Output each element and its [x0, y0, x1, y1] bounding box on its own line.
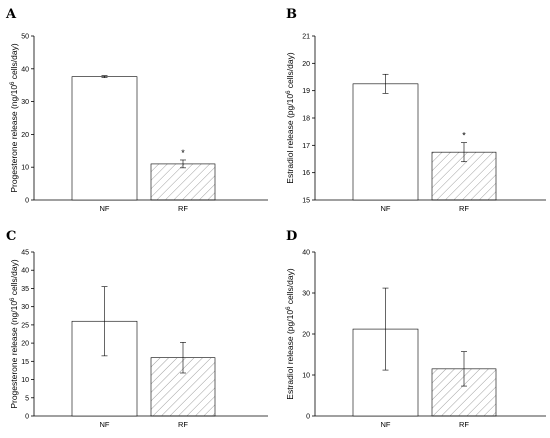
- y-tick-label: 20: [21, 341, 29, 348]
- y-tick-label: 30: [21, 99, 29, 106]
- y-axis-label-unit: cells/day): [9, 259, 19, 297]
- y-tick-label: 10: [21, 377, 29, 384]
- y-tick-label: 30: [21, 304, 29, 311]
- y-tick-label: 25: [21, 322, 29, 329]
- y-axis-label-superscript: 6: [10, 297, 16, 301]
- y-axis-label-unit: cells/day): [9, 43, 19, 81]
- panel-letter: B: [286, 7, 297, 22]
- y-axis-label: Estradiol release (pg/106 cells/day): [285, 268, 295, 400]
- bar-rf: [150, 163, 216, 201]
- x-category-label: NF: [381, 420, 391, 429]
- y-tick-label: 35: [21, 286, 29, 293]
- y-axis-label-unit: cells/day): [285, 52, 295, 90]
- y-axis-label-superscript: 6: [10, 81, 16, 85]
- panel-letter: C: [6, 229, 16, 244]
- y-axis-label-superscript: 6: [286, 90, 292, 94]
- y-axis-label-unit: cells/day): [285, 268, 295, 306]
- y-axis-label: Progesterone release (ng/106 cells/day): [9, 43, 19, 193]
- panel-letter: D: [286, 229, 297, 244]
- x-category-label: RF: [459, 420, 469, 429]
- y-axis-label-text: Progesterone release (ng/10: [9, 85, 19, 193]
- y-tick-label: 15: [21, 359, 29, 366]
- significance-marker: *: [462, 131, 466, 141]
- y-tick-label: 21: [302, 34, 310, 41]
- y-tick-label: 0: [25, 414, 29, 421]
- y-tick-label: 30: [302, 291, 310, 298]
- bar-nf: [71, 76, 138, 201]
- y-tick-label: 20: [302, 61, 310, 68]
- x-category-label: NF: [100, 204, 110, 213]
- y-tick-label: 40: [21, 268, 29, 275]
- panel-b: B 15 16 17 18 19 20 21 Estradiol release (pg/106…: [285, 7, 546, 213]
- y-tick-label: 15: [302, 198, 310, 205]
- y-axis-label: Progesterone release (ng/106 cells/day): [9, 259, 19, 409]
- y-tick-label: 50: [21, 34, 29, 41]
- x-category-label: NF: [381, 204, 391, 213]
- y-tick-label: 40: [21, 66, 29, 73]
- panel-d: D 0 10 20 30 40 Estradiol release (pg/106 cell…: [285, 229, 546, 429]
- y-tick-label: 0: [25, 198, 29, 205]
- y-axis-label-text: Estradiol release (pg/10: [285, 310, 295, 400]
- y-tick-label: 45: [21, 250, 29, 257]
- y-tick-label: 20: [21, 132, 29, 139]
- bar-nf: [352, 83, 419, 201]
- y-axis-label-text: Progesterone release (ng/10: [9, 301, 19, 409]
- y-tick-label: 20: [302, 332, 310, 339]
- x-category-label: RF: [178, 204, 188, 213]
- y-tick-label: 0: [306, 414, 310, 421]
- panel-letter: A: [5, 7, 17, 22]
- x-category-label: RF: [178, 420, 188, 429]
- y-tick-label: 19: [302, 88, 310, 95]
- y-tick-label: 10: [302, 373, 310, 380]
- significance-marker: *: [181, 148, 185, 158]
- y-tick-label: 10: [21, 165, 29, 172]
- y-axis-label-superscript: 6: [286, 306, 292, 310]
- y-tick-label: 17: [302, 143, 310, 150]
- y-tick-label: 16: [302, 170, 310, 177]
- x-category-label: RF: [459, 204, 469, 213]
- y-tick-label: 40: [302, 250, 310, 257]
- y-tick-label: 18: [302, 116, 310, 123]
- x-category-label: NF: [100, 420, 110, 429]
- y-axis-label-text: Estradiol release (pg/10: [285, 94, 295, 184]
- y-tick-label: 5: [25, 395, 29, 402]
- y-axis-label: Estradiol release (pg/106 cells/day): [285, 52, 295, 184]
